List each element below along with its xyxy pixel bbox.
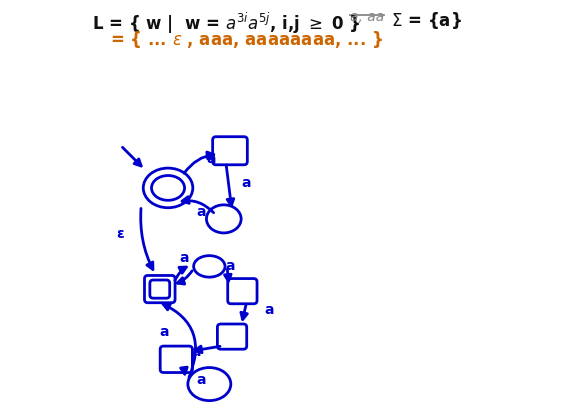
Text: a: a: [159, 325, 169, 339]
Text: L = { w |  w = $a^{3i}$$a^{5j}$, i,j $\geq$ 0 }: L = { w | w = $a^{3i}$$a^{5j}$, i,j $\ge…: [92, 10, 360, 36]
Text: a: a: [191, 345, 201, 359]
Text: a: a: [225, 259, 235, 273]
Text: a: a: [242, 176, 251, 190]
Text: = { ... $\varepsilon$ , aaa, aaaaaaaa, ... }: = { ... $\varepsilon$ , aaa, aaaaaaaa, .…: [110, 29, 383, 50]
Text: ε: ε: [116, 228, 125, 241]
Text: a: a: [265, 303, 274, 317]
Text: a, aa: a, aa: [350, 10, 384, 24]
Text: a: a: [180, 251, 189, 265]
Text: a: a: [196, 205, 206, 218]
Text: a: a: [206, 152, 216, 166]
Text: a: a: [196, 373, 206, 387]
Text: $\Sigma$ = {a}: $\Sigma$ = {a}: [391, 10, 462, 31]
